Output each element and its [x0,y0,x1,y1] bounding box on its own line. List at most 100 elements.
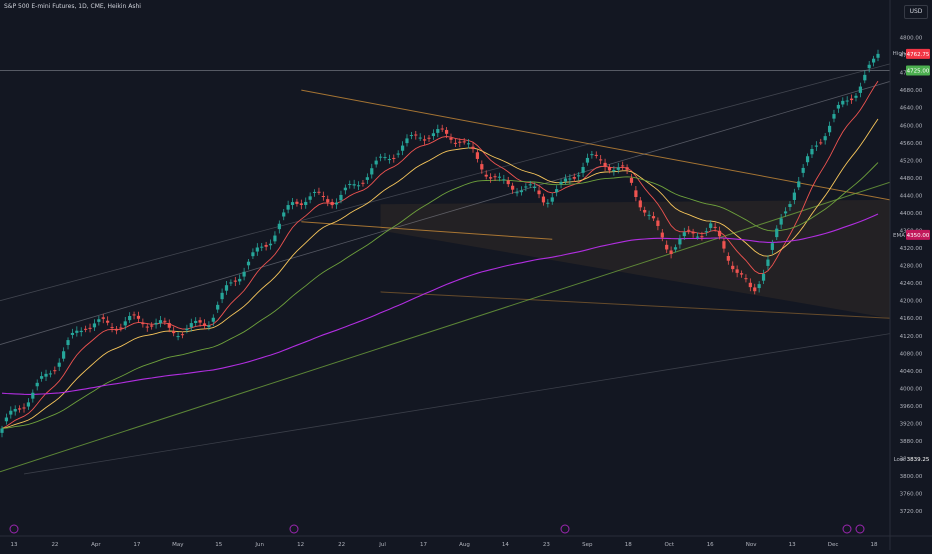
candle-body [66,340,70,346]
candle-body [643,209,647,213]
candle-body [713,226,717,228]
price-tick-label: 3800.00 [900,474,923,480]
last-price-badge-bg [906,48,930,59]
candle-body [414,134,418,136]
candle-body [489,177,493,179]
candle-body [871,58,876,63]
candle-body [704,231,708,233]
candle-body [260,246,264,248]
candle-body [629,177,634,183]
candle-body [229,282,233,284]
candle-body [238,278,242,282]
candle-body [163,320,167,322]
date-tick-label: Oct [664,542,674,548]
date-tick-label: Jul [378,542,386,548]
dividend-icon[interactable] [289,524,299,534]
dividend-icon[interactable] [560,524,570,534]
candle-body [836,104,840,109]
candle-body [431,133,435,137]
trendline-lower [23,333,891,475]
lightning-icon[interactable] [855,524,865,534]
candle-body [722,241,726,249]
candle-body [867,64,871,69]
candle-body [224,285,229,291]
candle-body [665,244,669,250]
candle-body [295,201,299,204]
date-tick-label: 12 [297,542,304,548]
candle-body [343,187,347,191]
candle-body [35,382,39,387]
candle-body [150,325,154,327]
candle-body [841,100,845,105]
candle-body [330,201,334,206]
candle-body [555,189,559,193]
candle-body [453,142,458,144]
channel-fill [380,199,890,319]
date-tick-label: 18 [625,542,632,548]
price-tick-label: 3720.00 [900,509,923,515]
candle-body [519,190,524,193]
candle-body [700,236,704,238]
candle-body [673,247,678,250]
candle-body [761,273,766,281]
candle-body [805,156,810,163]
candle-body [577,175,581,177]
candle-body [585,157,590,163]
candle-body [691,231,695,234]
candle-body [511,185,515,190]
candle-body [801,167,805,173]
price-tick-label: 4240.00 [900,281,923,287]
price-tick-label: 4480.00 [900,176,923,182]
candle-body [286,205,290,210]
candle-body [70,332,75,335]
candle-body [75,330,79,333]
dividend-icon[interactable] [9,524,19,534]
candle-body [273,235,277,242]
candle-body [638,200,642,208]
high-label: High [893,51,906,57]
candle-body [739,273,744,275]
candle-body [731,265,735,270]
candle-body [783,211,788,214]
candle-body [621,165,625,167]
date-tick-label: Apr [91,542,101,548]
candle-body [334,202,339,205]
candle-body [62,351,66,359]
candle-body [97,319,101,322]
candle-body [753,287,757,292]
candle-body [409,135,413,137]
channel-lower-line [301,221,553,240]
candle-body [757,284,761,289]
candle-body [717,230,722,237]
currency-button[interactable]: USD [904,5,928,19]
candle-body [493,176,497,178]
dividend-icon[interactable] [842,524,852,534]
date-tick-label: 14 [502,542,509,548]
candle-body [827,125,832,133]
candle-body [788,204,792,207]
candle-body [396,153,400,155]
candle-body [277,223,281,230]
candle-body [849,98,854,101]
candle-body [110,327,114,329]
candle-body [524,186,528,188]
candle-body [304,201,308,205]
price-tick-label: 4520.00 [900,158,923,164]
candle-body [216,304,220,310]
price-tick-label: 4080.00 [900,351,923,357]
candle-body [106,320,110,323]
date-tick-label: 22 [338,542,345,548]
candle-body [189,323,193,328]
candle-body [541,196,546,203]
candle-body [185,328,189,331]
candle-body [603,162,607,167]
date-tick-label: 13 [11,542,18,548]
candle-body [387,159,391,161]
candle-body [317,191,321,193]
price-tick-label: 4200.00 [900,299,923,305]
candle-body [709,223,713,228]
candle-body [356,185,361,187]
date-tick-label: Aug [459,542,470,548]
